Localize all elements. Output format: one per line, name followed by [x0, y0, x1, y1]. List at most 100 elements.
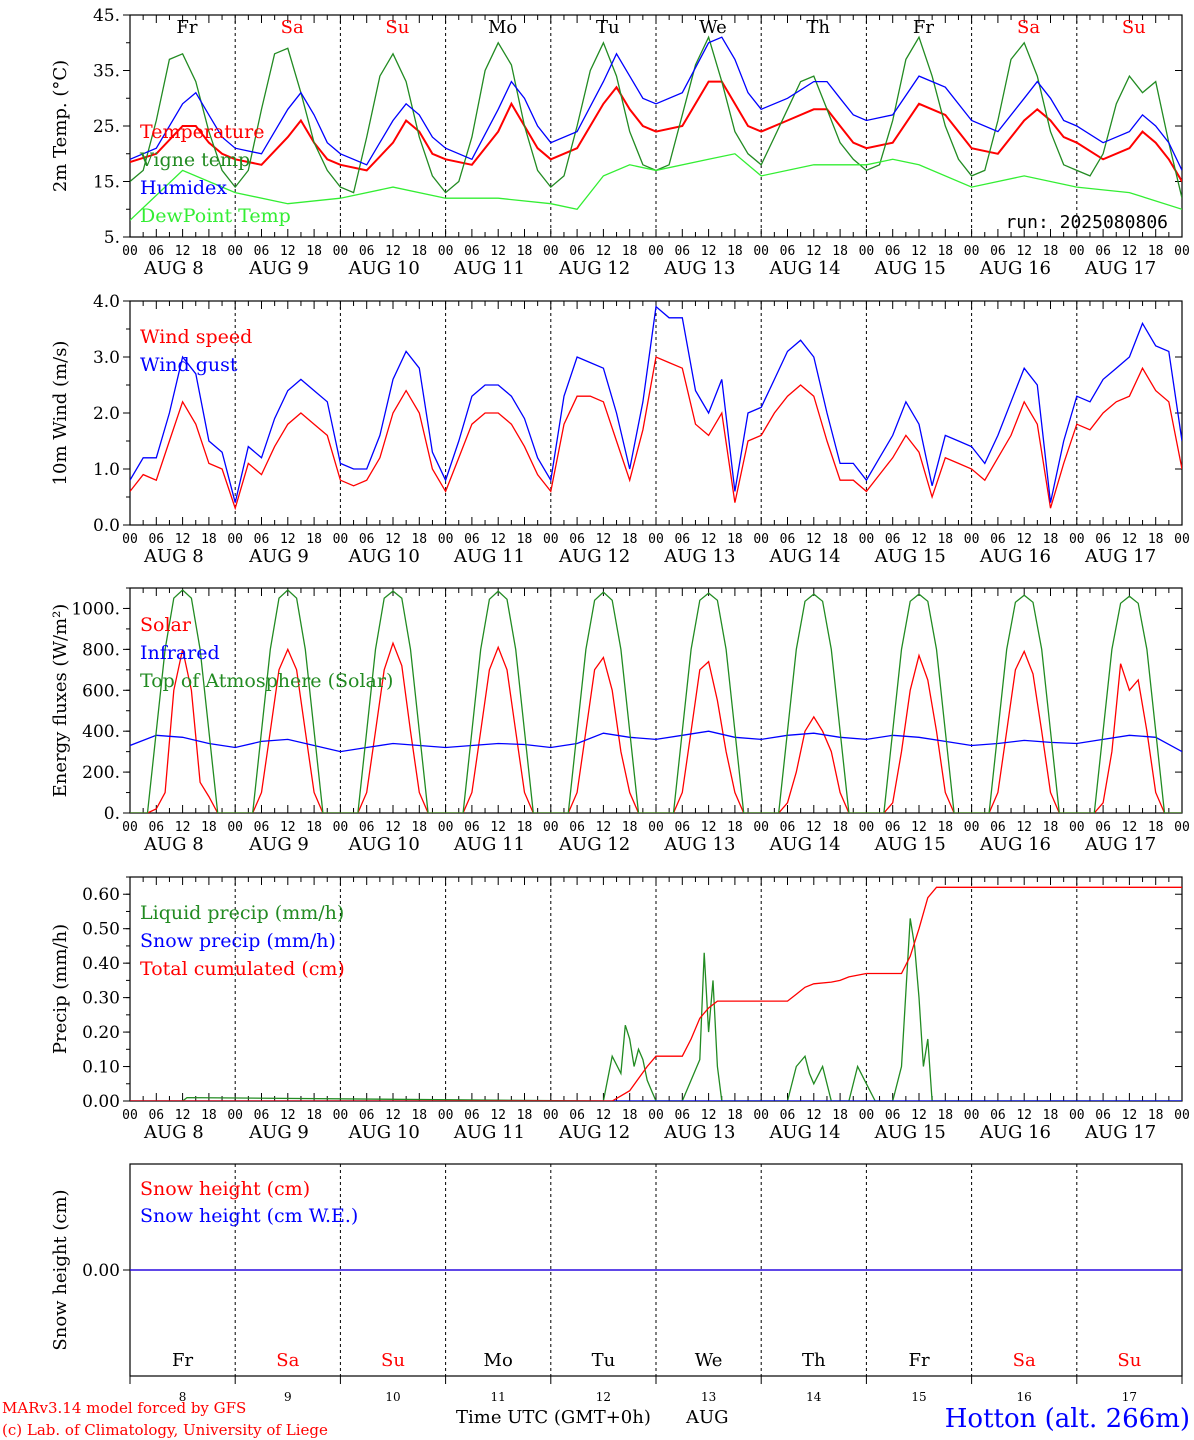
hour-tick-label: 00: [543, 1108, 559, 1123]
hour-tick-label: 12: [490, 820, 506, 835]
hour-tick-label: 12: [385, 1108, 401, 1123]
hour-tick-label: 06: [254, 244, 270, 259]
hour-tick-label: 18: [306, 820, 322, 835]
day-number-label: 9: [284, 1390, 292, 1404]
credit-line-2: (c) Lab. of Climatology, University of L…: [2, 1421, 328, 1439]
hour-tick-label: 00: [753, 532, 769, 547]
hour-tick-label: 12: [280, 244, 296, 259]
hour-tick-label: 06: [674, 244, 690, 259]
hour-tick-label: 06: [885, 244, 901, 259]
date-label: AUG 15: [874, 546, 946, 567]
series-line-total-cumulated-cm-: [130, 886, 1182, 1101]
y-tick-label: 5.: [104, 228, 120, 248]
weekday-label: Sa: [281, 17, 304, 38]
series-line-infrared: [130, 730, 1182, 753]
weekday-label: Mo: [488, 17, 517, 38]
hour-tick-label: 18: [832, 820, 848, 835]
y-tick-label: 35.: [93, 62, 120, 82]
hour-tick-label: 06: [148, 532, 164, 547]
hour-tick-label: 12: [385, 244, 401, 259]
y-tick-label: 25.: [93, 117, 120, 137]
hour-tick-label: 00: [438, 820, 454, 835]
hour-tick-label: 18: [1043, 532, 1059, 547]
hour-tick-label: 18: [1148, 1108, 1164, 1123]
date-label: AUG 10: [348, 1122, 420, 1143]
weekday-label: Su: [1117, 1350, 1141, 1371]
date-label: AUG 9: [248, 546, 309, 567]
series-line-top-of-atmosphere-solar-: [130, 589, 1182, 813]
hour-tick-label: 00: [122, 1108, 138, 1123]
hour-tick-label: 06: [569, 820, 585, 835]
hour-tick-label: 12: [806, 532, 822, 547]
weekday-label: Su: [381, 1350, 405, 1371]
hour-tick-label: 00: [122, 244, 138, 259]
hour-tick-label: 00: [648, 532, 664, 547]
hour-tick-label: 00: [227, 820, 243, 835]
date-label: AUG 9: [248, 258, 309, 279]
legend-entry: Snow height (cm W.E.): [140, 1205, 358, 1227]
legend-entry: Total cumulated (cm): [140, 958, 345, 980]
hour-tick-label: 00: [753, 820, 769, 835]
weekday-label: Fr: [172, 1350, 193, 1371]
legend-entry: Solar: [140, 614, 192, 636]
hour-tick-label: 12: [1016, 820, 1032, 835]
y-axis-label: 2m Temp. (°C): [50, 60, 71, 192]
series-line-humidex: [130, 36, 1182, 171]
hour-tick-label: 06: [674, 1108, 690, 1123]
hour-tick-label: 06: [148, 820, 164, 835]
hour-tick-label: 00: [1069, 532, 1085, 547]
y-tick-label: 0.10: [82, 1058, 120, 1078]
weekday-label: Su: [385, 17, 409, 38]
hour-tick-label: 06: [464, 820, 480, 835]
hour-tick-label: 12: [1122, 244, 1138, 259]
hour-tick-label: 06: [990, 1108, 1006, 1123]
hour-tick-label: 00: [1174, 244, 1190, 259]
hour-tick-label: 00: [122, 820, 138, 835]
hour-tick-label: 00: [1174, 1108, 1190, 1123]
weekday-label: Sa: [1017, 17, 1040, 38]
y-tick-label: 0.00: [82, 1261, 120, 1281]
hour-tick-label: 18: [411, 244, 427, 259]
y-tick-label: 4.0: [93, 292, 120, 312]
weekday-label: Tu: [596, 17, 620, 38]
date-label: AUG 12: [558, 834, 630, 855]
x-axis-label: Time UTC (GMT+0h): [456, 1407, 651, 1428]
date-label: AUG 11: [453, 546, 525, 567]
hour-tick-label: 18: [937, 820, 953, 835]
hour-tick-label: 18: [1043, 1108, 1059, 1123]
hour-tick-label: 06: [464, 244, 480, 259]
y-tick-label: 2.0: [93, 404, 120, 424]
date-label: AUG 15: [874, 834, 946, 855]
hour-tick-label: 06: [569, 244, 585, 259]
hour-tick-label: 18: [306, 244, 322, 259]
hour-tick-label: 12: [701, 820, 717, 835]
hour-tick-label: 12: [175, 532, 191, 547]
hour-tick-label: 12: [1122, 1108, 1138, 1123]
date-label: AUG 16: [979, 834, 1051, 855]
hour-tick-label: 12: [1122, 532, 1138, 547]
hour-tick-label: 00: [648, 820, 664, 835]
date-label: AUG 9: [248, 834, 309, 855]
hour-tick-label: 06: [254, 1108, 270, 1123]
hour-tick-label: 18: [1043, 244, 1059, 259]
hour-tick-label: 00: [859, 532, 875, 547]
date-label: AUG 17: [1084, 258, 1156, 279]
date-label: AUG 10: [348, 834, 420, 855]
y-tick-label: 800.: [82, 640, 120, 660]
hour-tick-label: 00: [1174, 532, 1190, 547]
run-label: run: 2025080806: [1005, 212, 1168, 233]
weekday-label: Th: [806, 17, 830, 38]
hour-tick-label: 06: [780, 820, 796, 835]
date-label: AUG 13: [663, 834, 735, 855]
hour-tick-label: 12: [596, 820, 612, 835]
legend-entry: Top of Atmosphere (Solar): [140, 670, 393, 692]
day-number-label: 13: [701, 1390, 716, 1404]
hour-tick-label: 18: [937, 1108, 953, 1123]
hour-tick-label: 06: [780, 244, 796, 259]
hour-tick-label: 00: [1069, 1108, 1085, 1123]
hour-tick-label: 18: [306, 532, 322, 547]
hour-tick-label: 00: [1174, 820, 1190, 835]
hour-tick-label: 12: [911, 1108, 927, 1123]
hour-tick-label: 00: [227, 1108, 243, 1123]
